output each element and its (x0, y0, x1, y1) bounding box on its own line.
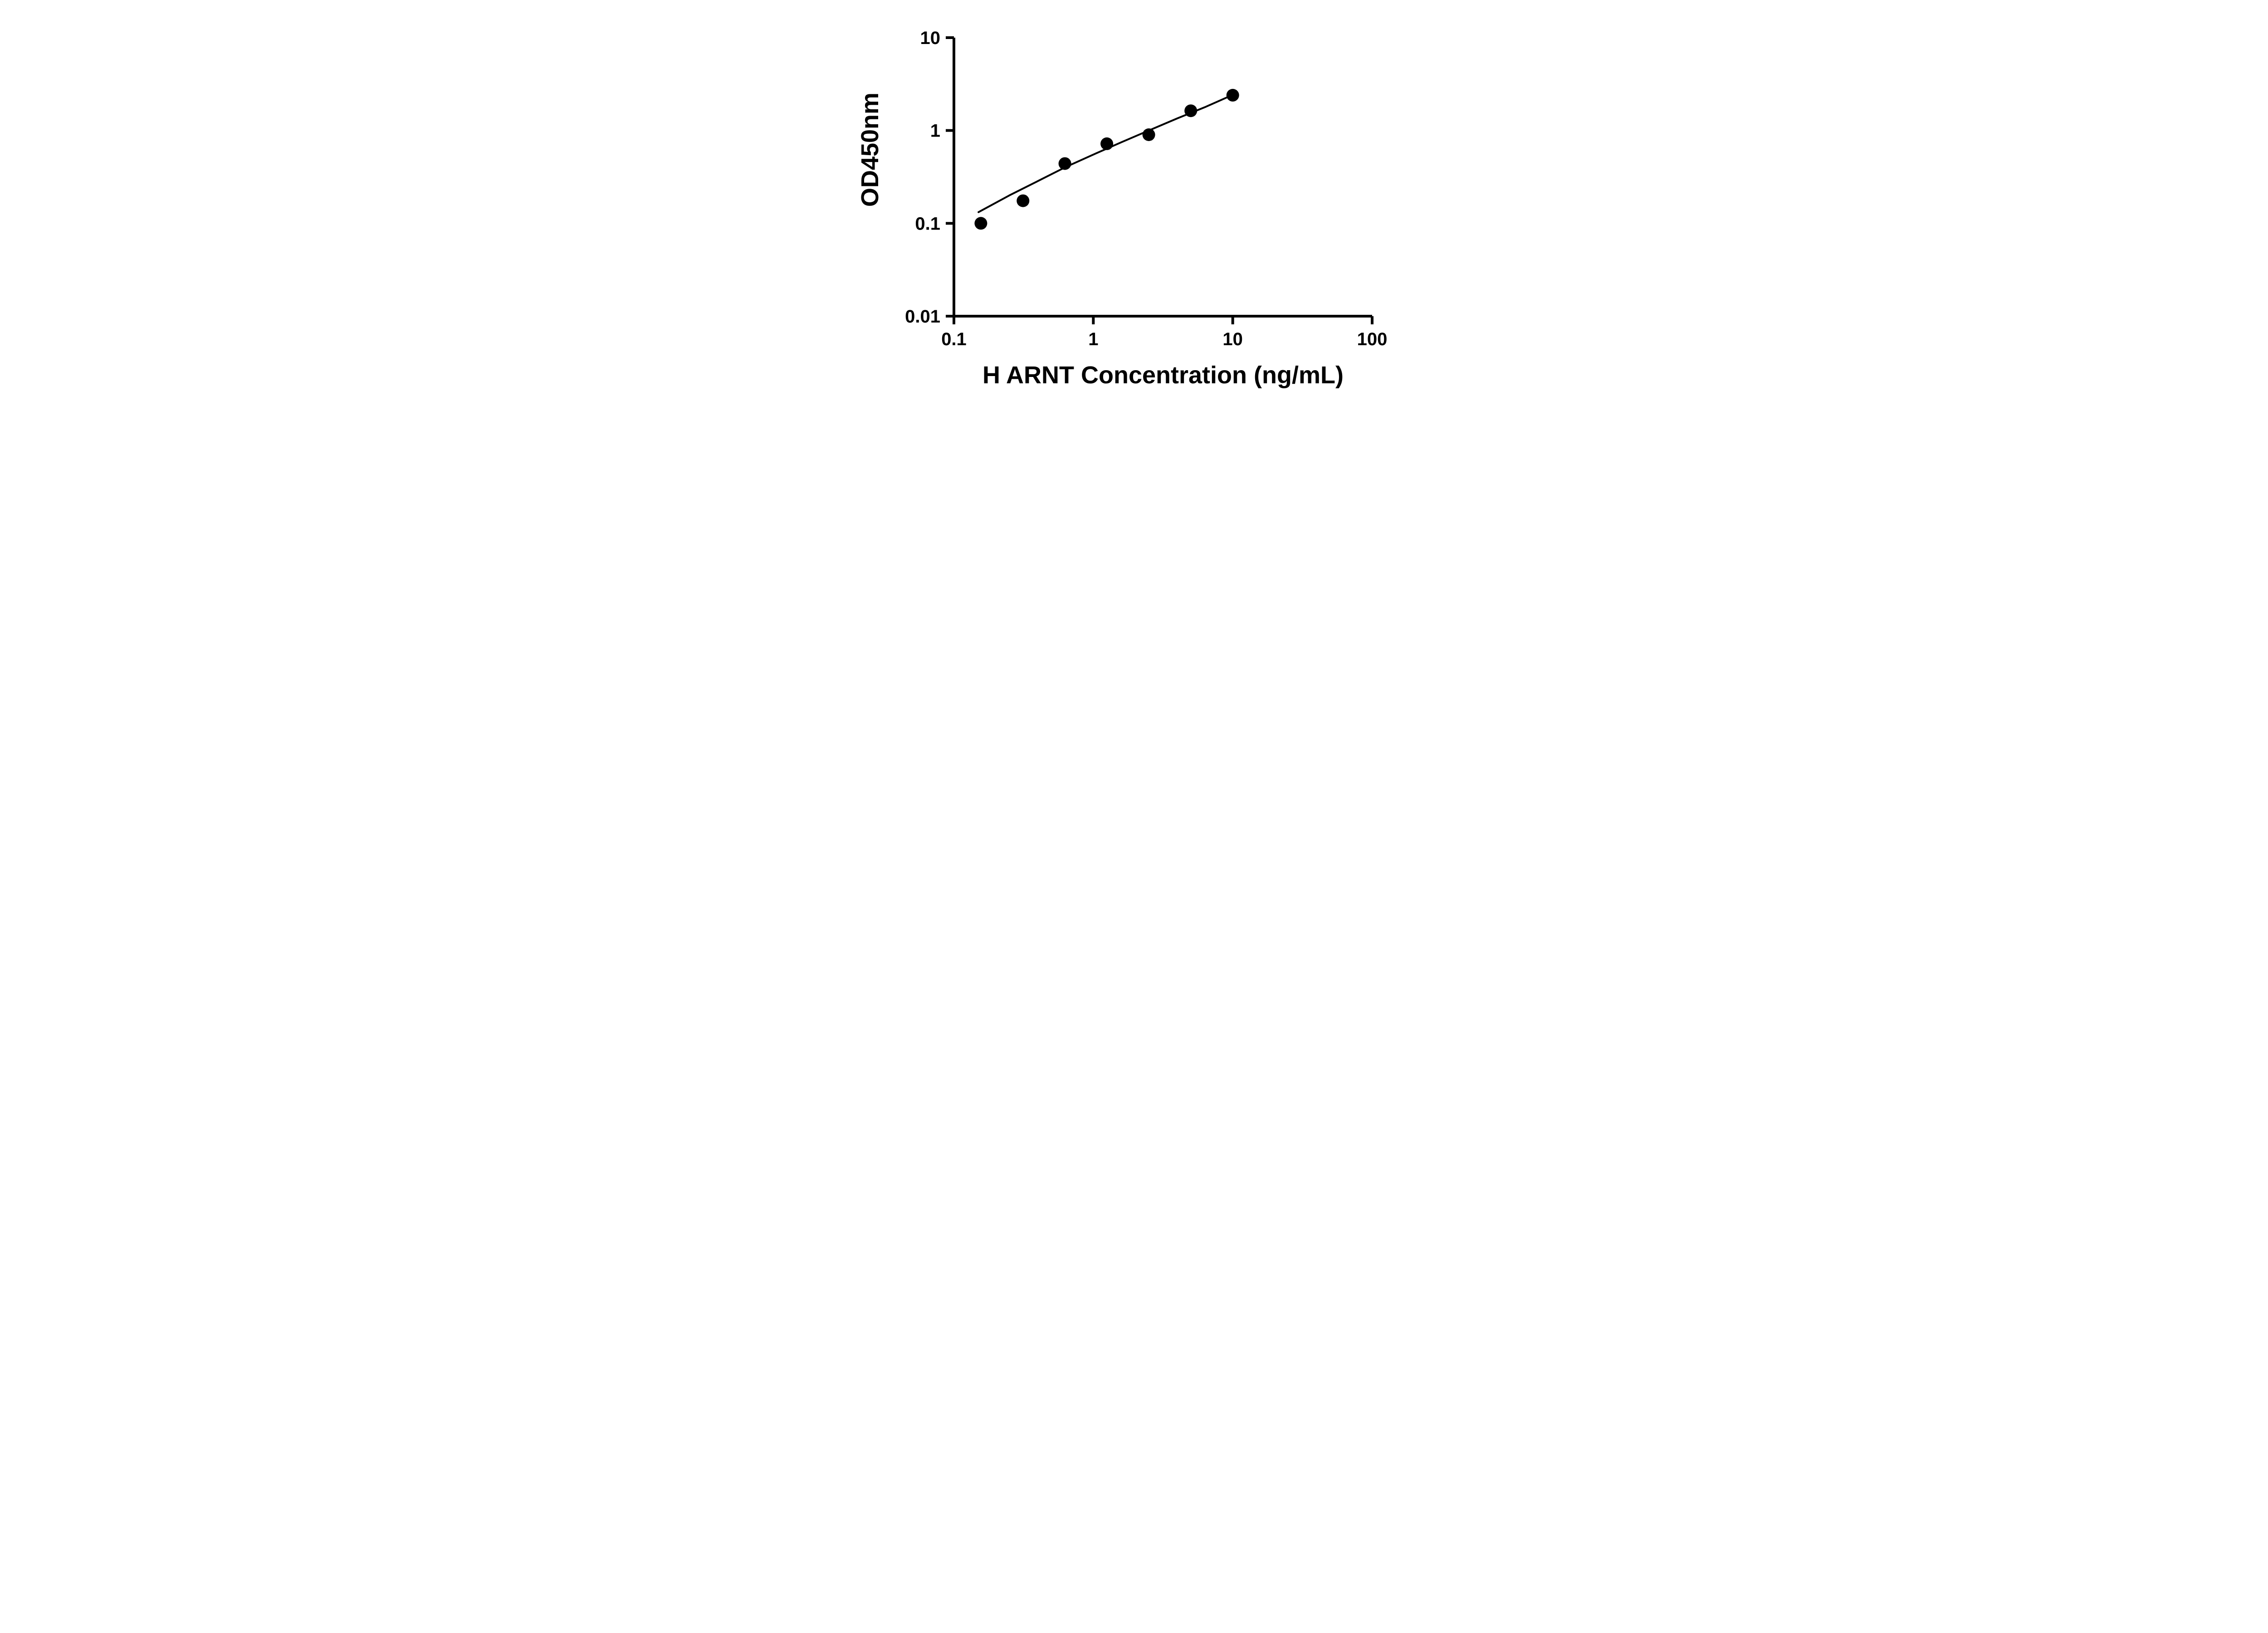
ticks-layer (946, 36, 1374, 324)
x-tick-label: 10 (1222, 329, 1243, 349)
data-point (1058, 157, 1071, 170)
data-point (1226, 88, 1239, 102)
data-point (1142, 128, 1155, 141)
y-tick-label: 1 (930, 121, 940, 141)
x-tick-label: 1 (1088, 329, 1098, 349)
x-tick-label: 0.1 (941, 329, 967, 349)
x-tick-label: 100 (1357, 329, 1388, 349)
elisa-standard-curve-figure: 0.1 1 10 100 0.01 0.1 1 10 H ARNT Concentration… (843, 0, 1425, 408)
axes-layer (953, 38, 1372, 318)
x-axis-title: H ARNT Concentration (ng/mL) (982, 362, 1344, 389)
y-axis-title: OD450nm (856, 93, 884, 207)
axis-spines (953, 38, 1372, 318)
data-point (974, 217, 987, 230)
data-point (1017, 194, 1030, 207)
plot-layer (974, 88, 1239, 230)
y-tick-label: 10 (920, 28, 941, 48)
y-tick-label: 0.01 (905, 307, 940, 327)
y-tick-label: 0.1 (915, 214, 940, 234)
data-point (1184, 104, 1198, 117)
data-point (1100, 137, 1114, 150)
